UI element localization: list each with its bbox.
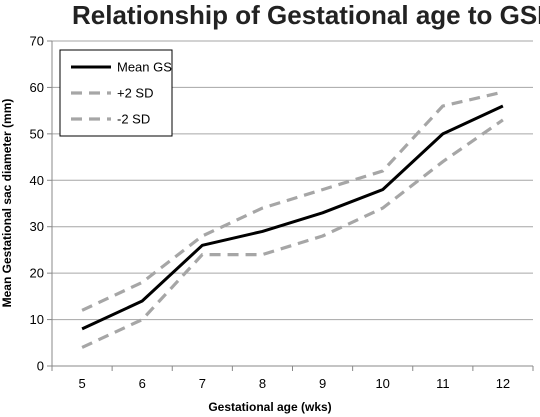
chart-title: Relationship of Gestational age to GSD	[72, 0, 540, 30]
x-tick-label: 8	[259, 376, 266, 391]
series-lines	[81, 90, 504, 349]
x-tick-label: 7	[199, 376, 206, 391]
x-tick-labels: 5 6 7 8 9 10 11 12	[78, 376, 510, 391]
y-tick-label: 10	[30, 312, 44, 327]
legend-label: -2 SD	[117, 112, 150, 127]
legend-label: +2 SD	[117, 86, 154, 101]
legend-label: Mean GS	[117, 60, 172, 75]
series-line-1	[81, 104, 504, 331]
x-tick-label: 12	[496, 376, 510, 391]
x-tick-label: 9	[319, 376, 326, 391]
y-tick-label: 50	[30, 126, 44, 141]
y-axis-title: Mean Gestational sac diameter (mm)	[0, 99, 14, 308]
y-tick-label: 20	[30, 266, 44, 281]
x-axis-title: Gestational age (wks)	[208, 400, 331, 414]
legend: Mean GS +2 SD -2 SD	[59, 49, 173, 137]
x-tick-label: 6	[139, 376, 146, 391]
y-tick-label: 30	[30, 219, 44, 234]
series-line-2	[81, 90, 504, 312]
x-tick-label: 11	[436, 376, 450, 391]
y-tick-label: 40	[30, 173, 44, 188]
y-tick-label: 70	[30, 34, 44, 49]
x-tick-label: 10	[375, 376, 389, 391]
axes	[47, 40, 534, 371]
y-tick-label: 0	[37, 359, 44, 374]
y-tick-labels: 0 10 20 30 40 50 60 70	[30, 34, 44, 374]
series-line-3	[81, 118, 504, 349]
x-tick-label: 5	[78, 376, 85, 391]
y-tick-label: 60	[30, 80, 44, 95]
legend-items: Mean GS +2 SD -2 SD	[71, 60, 172, 127]
